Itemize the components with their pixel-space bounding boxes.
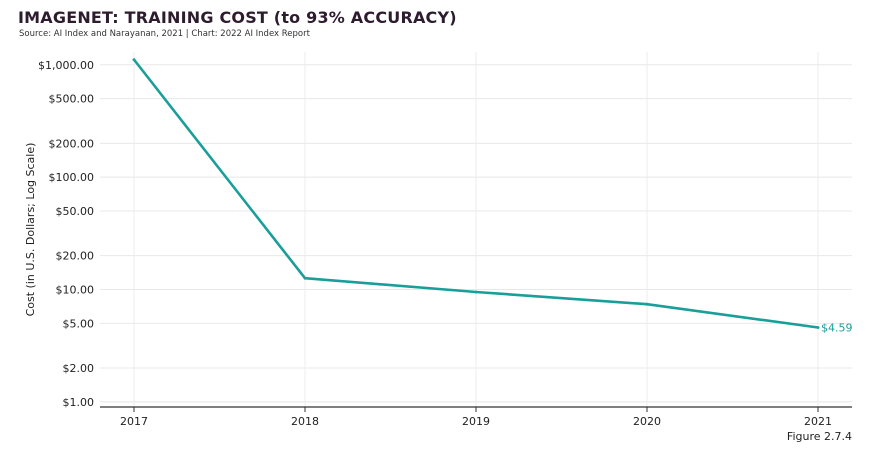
y-tick-label: $100.00 (49, 171, 95, 184)
chart-subtitle: Source: AI Index and Narayanan, 2021 | C… (19, 29, 310, 39)
y-tick-label: $10.00 (56, 284, 95, 297)
grid-layer (100, 52, 852, 407)
x-tick-label: 2017 (120, 415, 148, 428)
figure-label: Figure 2.7.4 (786, 430, 852, 443)
data-point (474, 290, 478, 294)
label-layer: $4.59 (821, 322, 853, 335)
y-axis-title: Cost (in U.S. Dollars; Log Scale) (24, 143, 37, 317)
y-tick-label: $5.00 (63, 317, 95, 330)
axis-layer: $1,000.00 $500.00 $200.00 $100.00 $50.00 $20.… (24, 59, 852, 428)
x-tick-label: 2021 (804, 415, 832, 428)
y-tick-label: $500.00 (49, 93, 95, 106)
series-layer (132, 58, 820, 329)
y-tick-label: $2.00 (63, 362, 95, 375)
data-point (132, 58, 136, 62)
end-value-label: $4.59 (821, 322, 853, 335)
y-tick-label: $50.00 (56, 205, 95, 218)
y-tick-label: $1.00 (63, 396, 95, 409)
x-tick-label: 2018 (291, 415, 319, 428)
y-tick-label: $20.00 (56, 250, 95, 263)
x-tick-label: 2020 (633, 415, 661, 428)
data-point (303, 276, 307, 280)
data-point (645, 302, 649, 306)
y-tick-label: $200.00 (49, 137, 95, 150)
chart-title: IMAGENET: TRAINING COST (to 93% ACCURACY… (18, 8, 457, 27)
y-tick-label: $1,000.00 (38, 59, 94, 72)
x-tick-label: 2019 (462, 415, 490, 428)
data-point (816, 326, 820, 329)
